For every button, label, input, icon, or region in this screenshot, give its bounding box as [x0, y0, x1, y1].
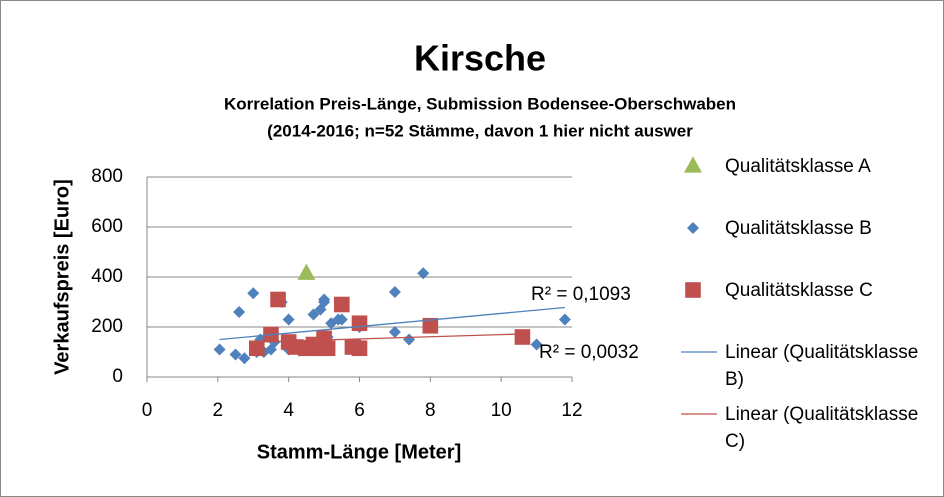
legend-symbol	[684, 156, 702, 173]
x-tick-label: 2	[213, 400, 224, 421]
marker-diamond	[318, 296, 331, 308]
legend-label: Qualitätsklasse A	[725, 156, 871, 177]
chart-subtitle: (2014-2016; n=52 Stämme, davon 1 hier ni…	[267, 121, 693, 140]
marker-diamond	[558, 313, 571, 326]
legend-symbol	[687, 222, 699, 234]
marker-square	[422, 317, 439, 334]
marker-diamond	[417, 267, 430, 280]
chart-subtitle: Korrelation Preis-Länge, Submission Bode…	[224, 94, 736, 113]
marker-square	[514, 329, 531, 345]
legend-item: Linear (Qualitätsklasse C)	[681, 401, 921, 463]
marker-square	[319, 340, 336, 357]
chart-title: Kirsche	[414, 38, 546, 79]
marker-square	[270, 291, 286, 308]
marker-diamond	[247, 287, 260, 300]
marker-diamond	[282, 313, 295, 326]
marker-square	[351, 315, 368, 332]
marker-diamond	[388, 326, 401, 338]
legend-symbol	[681, 351, 717, 353]
trendline	[256, 333, 523, 343]
marker-triangle	[297, 263, 316, 280]
y-tick-label: 400	[91, 266, 123, 287]
y-tick-label: 800	[91, 166, 123, 187]
x-tick-label: 6	[354, 400, 365, 421]
y-tick-label: 600	[91, 216, 123, 237]
legend-symbol	[681, 413, 717, 415]
marker-square	[685, 282, 701, 298]
annotation: R² = 0,0032	[539, 342, 639, 363]
legend-item: Qualitätsklasse C	[681, 277, 921, 339]
legend-item: Qualitätsklasse A	[681, 153, 921, 215]
x-tick-label: 12	[561, 400, 582, 421]
y-axis-title: Verkaufspreis [Euro]	[51, 179, 73, 375]
y-tick-label: 200	[91, 316, 123, 337]
marker-diamond	[403, 333, 416, 346]
marker-diamond	[229, 348, 242, 361]
x-tick-label: 0	[142, 400, 153, 421]
marker-diamond	[307, 308, 320, 321]
marker-diamond	[213, 343, 226, 356]
marker-triangle	[684, 156, 702, 173]
legend-item: Qualitätsklasse B	[681, 215, 921, 277]
legend-label: Linear (Qualitätsklasse B)	[725, 342, 919, 390]
x-axis-title: Stamm-Länge [Meter]	[257, 441, 461, 463]
legend-label: Linear (Qualitätsklasse C)	[725, 404, 919, 452]
marker-diamond	[388, 286, 401, 298]
legend-label: Qualitätsklasse B	[725, 218, 872, 239]
marker-diamond	[233, 306, 246, 318]
legend-symbol	[685, 282, 701, 298]
legend-item: Linear (Qualitätsklasse B)	[681, 339, 921, 401]
marker-diamond	[687, 222, 699, 234]
x-tick-label: 4	[283, 400, 294, 421]
trendline	[219, 306, 565, 341]
marker-square	[248, 340, 265, 357]
y-tick-label: 0	[112, 366, 123, 387]
x-tick-label: 8	[425, 400, 436, 421]
marker-diamond	[335, 313, 348, 326]
x-tick-label: 10	[491, 400, 512, 421]
marker-square	[333, 296, 350, 313]
marker-diamond	[530, 338, 543, 351]
annotation: R² = 0,1093	[531, 284, 631, 305]
legend-label: Qualitätsklasse C	[725, 280, 873, 301]
marker-square	[351, 340, 368, 357]
marker-diamond	[238, 352, 251, 365]
legend: Qualitätsklasse A Qualitätsklasse B Qualit…	[681, 153, 921, 463]
